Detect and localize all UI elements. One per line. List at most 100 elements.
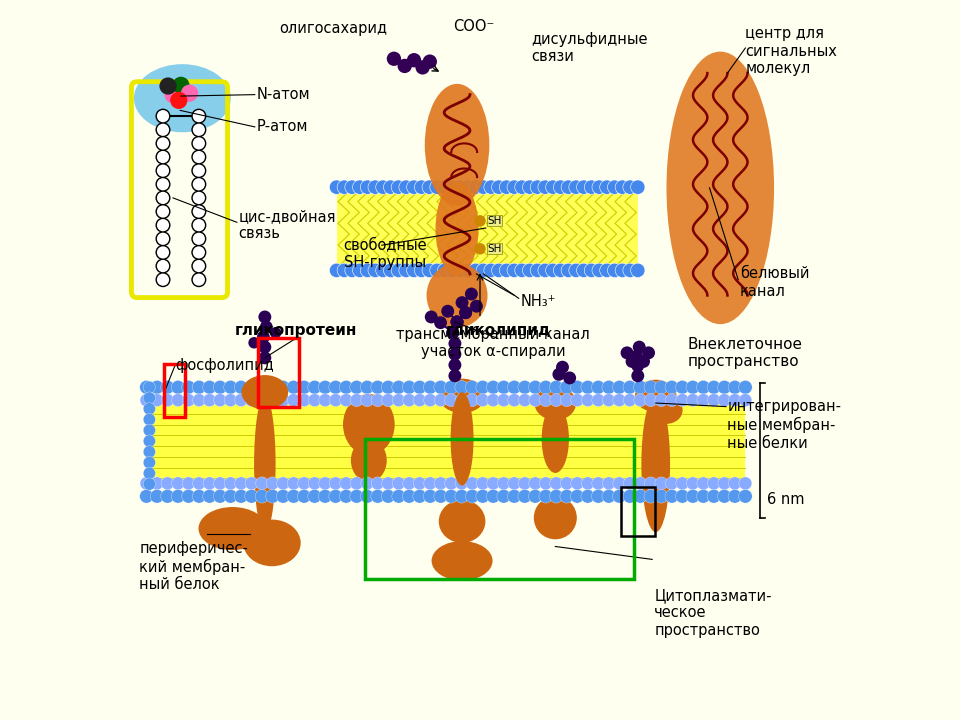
- Circle shape: [455, 477, 468, 490]
- Circle shape: [522, 180, 537, 194]
- Circle shape: [156, 246, 169, 258]
- Circle shape: [561, 477, 573, 490]
- Circle shape: [172, 394, 184, 407]
- Circle shape: [540, 394, 552, 407]
- Circle shape: [156, 231, 171, 246]
- Circle shape: [204, 477, 216, 490]
- Circle shape: [729, 394, 741, 407]
- Text: белювый
канал: белювый канал: [739, 266, 809, 299]
- Circle shape: [466, 477, 479, 490]
- Circle shape: [258, 351, 272, 364]
- Circle shape: [423, 394, 437, 407]
- Circle shape: [456, 296, 468, 309]
- Text: гликопротеин: гликопротеин: [234, 323, 357, 338]
- Circle shape: [368, 264, 382, 277]
- Circle shape: [328, 380, 343, 394]
- Circle shape: [139, 490, 154, 503]
- Circle shape: [257, 330, 270, 343]
- Bar: [620, 487, 655, 536]
- Circle shape: [591, 394, 605, 407]
- Circle shape: [633, 341, 646, 354]
- Text: дисульфидные
связи: дисульфидные связи: [532, 32, 648, 64]
- Circle shape: [623, 490, 636, 503]
- Ellipse shape: [254, 396, 276, 532]
- Circle shape: [381, 380, 395, 394]
- Circle shape: [276, 394, 290, 407]
- Circle shape: [423, 477, 437, 490]
- Circle shape: [193, 246, 204, 258]
- Circle shape: [550, 394, 563, 407]
- Circle shape: [171, 380, 185, 394]
- Circle shape: [424, 310, 438, 323]
- Circle shape: [655, 380, 668, 394]
- Circle shape: [170, 91, 187, 109]
- Circle shape: [319, 394, 331, 407]
- Circle shape: [266, 490, 279, 503]
- Circle shape: [193, 205, 204, 217]
- Circle shape: [143, 381, 156, 393]
- Circle shape: [181, 490, 195, 503]
- Circle shape: [450, 315, 464, 328]
- Circle shape: [708, 394, 720, 407]
- Circle shape: [600, 180, 614, 194]
- Circle shape: [612, 394, 626, 407]
- Circle shape: [308, 477, 321, 490]
- Circle shape: [445, 264, 460, 277]
- Circle shape: [630, 350, 643, 363]
- Circle shape: [422, 264, 437, 277]
- Circle shape: [160, 490, 175, 503]
- Circle shape: [422, 55, 437, 69]
- Circle shape: [453, 264, 468, 277]
- Circle shape: [620, 346, 634, 359]
- Circle shape: [266, 380, 279, 394]
- Circle shape: [581, 490, 594, 503]
- Circle shape: [413, 394, 426, 407]
- Circle shape: [350, 394, 363, 407]
- Circle shape: [497, 380, 511, 394]
- Circle shape: [434, 477, 447, 490]
- Circle shape: [608, 180, 622, 194]
- Circle shape: [156, 190, 171, 205]
- Circle shape: [192, 380, 205, 394]
- Circle shape: [642, 346, 655, 359]
- Circle shape: [602, 380, 615, 394]
- Circle shape: [143, 413, 156, 426]
- Circle shape: [156, 205, 169, 217]
- Circle shape: [156, 151, 169, 163]
- Circle shape: [577, 180, 591, 194]
- Circle shape: [234, 490, 248, 503]
- Circle shape: [434, 394, 447, 407]
- Circle shape: [213, 477, 227, 490]
- Circle shape: [739, 394, 752, 407]
- Circle shape: [193, 260, 204, 272]
- Circle shape: [461, 180, 475, 194]
- Circle shape: [180, 84, 198, 102]
- Circle shape: [538, 180, 552, 194]
- Circle shape: [193, 394, 205, 407]
- Circle shape: [156, 122, 171, 138]
- Circle shape: [487, 394, 499, 407]
- Circle shape: [446, 326, 459, 339]
- Circle shape: [508, 477, 520, 490]
- Circle shape: [697, 477, 709, 490]
- Circle shape: [550, 477, 563, 490]
- Circle shape: [655, 394, 668, 407]
- Circle shape: [381, 490, 395, 503]
- Circle shape: [156, 192, 169, 204]
- Circle shape: [156, 217, 171, 233]
- Text: SH: SH: [487, 244, 501, 254]
- Circle shape: [150, 380, 164, 394]
- Circle shape: [337, 180, 351, 194]
- Circle shape: [487, 490, 500, 503]
- Circle shape: [634, 394, 647, 407]
- Circle shape: [224, 380, 237, 394]
- Circle shape: [697, 394, 709, 407]
- Circle shape: [434, 490, 447, 503]
- Circle shape: [585, 264, 599, 277]
- Circle shape: [340, 394, 352, 407]
- Circle shape: [623, 180, 637, 194]
- Circle shape: [497, 477, 510, 490]
- Circle shape: [530, 180, 544, 194]
- Circle shape: [319, 380, 332, 394]
- Circle shape: [459, 306, 472, 319]
